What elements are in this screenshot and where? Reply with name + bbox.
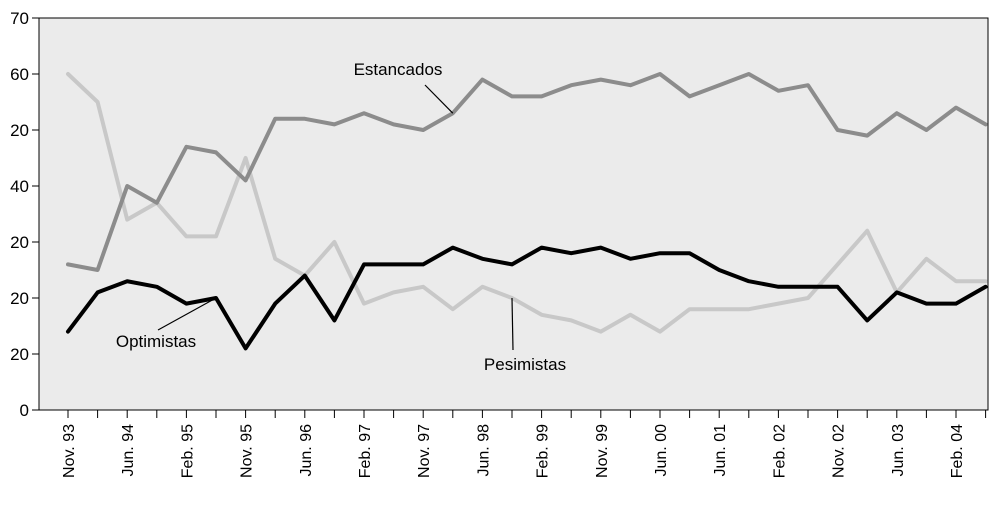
annotation-label-pesimistas: Pesimistas: [484, 355, 566, 374]
x-tick-label-group: Feb. 99: [535, 424, 552, 478]
y-tick-label: 20: [10, 121, 29, 140]
annotation-layer: Estancados Optimistas Pesimistas: [116, 60, 566, 374]
x-tick-label: Nov. 97: [416, 424, 433, 478]
x-tick-label-group: Feb. 04: [949, 424, 966, 478]
x-tick-label-group: Feb. 95: [179, 424, 196, 478]
x-tick-label-group: Jun. 00: [653, 424, 670, 477]
x-tick-label: Feb. 95: [179, 424, 196, 478]
x-tick-label-group: Nov. 99: [594, 424, 611, 478]
plot-background: [38, 17, 989, 411]
x-tick-label: Jun. 94: [120, 424, 137, 477]
annotation-leader-estancados: [424, 84, 454, 114]
series-line-pesimistas: [66, 72, 988, 334]
y-tick-label: 70: [10, 9, 29, 28]
y-tick-label: 0: [20, 401, 29, 420]
x-tick-label-group: Feb. 02: [771, 424, 788, 478]
x-tick-label: Nov. 02: [831, 424, 848, 478]
annotation-label-optimistas: Optimistas: [116, 332, 196, 351]
x-tick-label: Nov. 99: [594, 424, 611, 478]
x-tick-label: Jun. 01: [712, 424, 729, 477]
x-tick-label-group: Jun. 96: [298, 424, 315, 477]
x-tick-label-group: Nov. 95: [239, 424, 256, 478]
y-tick-label: 60: [10, 65, 29, 84]
x-tick-label: Nov. 95: [239, 424, 256, 478]
x-tick-label-group: Jun. 01: [712, 424, 729, 477]
x-tick-label-group: Jun. 03: [890, 424, 907, 477]
y-tick-label: 20: [10, 289, 29, 308]
x-tick-label: Feb. 02: [771, 424, 788, 478]
series-line-estancados: [66, 72, 988, 272]
y-tick-label: 20: [10, 233, 29, 252]
x-tick-label-group: Nov. 93: [61, 424, 78, 478]
x-tick-label-group: Nov. 02: [831, 424, 848, 478]
x-tick-label-group: Jun. 98: [475, 424, 492, 477]
x-tick-label: Jun. 03: [890, 424, 907, 477]
x-tick-label: Jun. 96: [298, 424, 315, 477]
annotation-leader-optimistas: [157, 297, 217, 331]
x-tick-label: Feb. 99: [535, 424, 552, 478]
x-tick-label: Nov. 93: [61, 424, 78, 478]
annotation-label-estancados: Estancados: [354, 60, 443, 79]
x-tick-label-group: Feb. 97: [357, 424, 374, 478]
series-layer: [66, 72, 988, 351]
axis-layer: 0 20 20 20 40 20 60 70 Nov. 93 Jun. 94 Feb. 95 Nov.…: [10, 9, 987, 478]
y-tick-label: 20: [10, 345, 29, 364]
x-tick-label-group: Nov. 97: [416, 424, 433, 478]
x-tick-label: Feb. 97: [357, 424, 374, 478]
x-tick-label: Feb. 04: [949, 424, 966, 478]
x-tick-label-group: Jun. 94: [120, 424, 137, 477]
x-tick-label: Jun. 98: [475, 424, 492, 477]
annotation-leader-pesimistas: [511, 297, 514, 351]
y-tick-label: 40: [10, 177, 29, 196]
x-tick-label: Jun. 00: [653, 424, 670, 477]
series-line-optimistas: [66, 245, 988, 351]
